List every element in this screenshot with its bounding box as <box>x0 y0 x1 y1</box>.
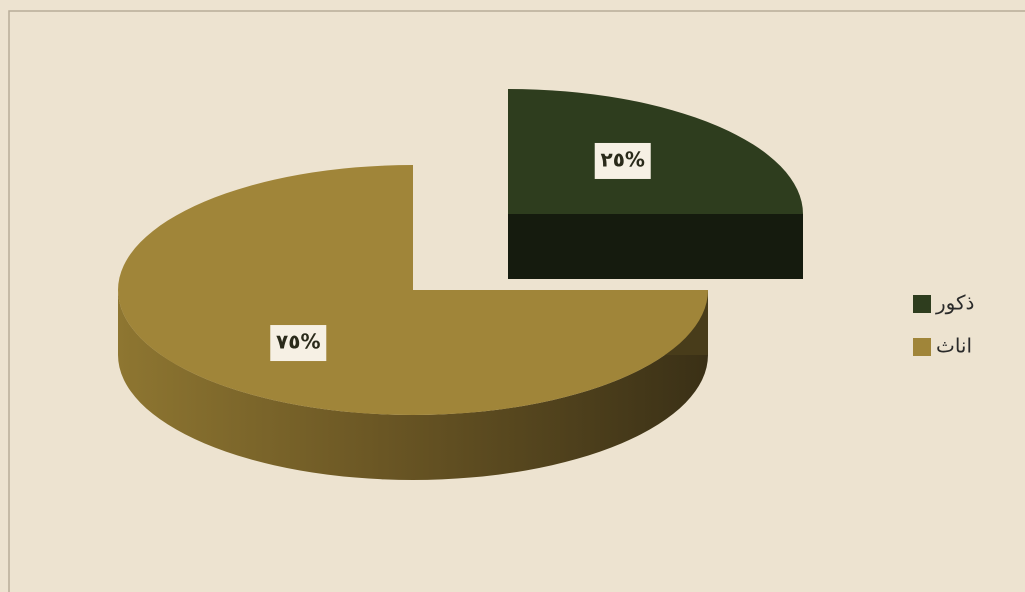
slice-cut <box>508 214 803 279</box>
slice-side <box>118 290 708 480</box>
chart-border <box>8 10 1025 592</box>
data-label: ٧٥% <box>276 330 320 354</box>
legend-label: ذكور <box>935 291 974 315</box>
data-label: ٢٥% <box>600 147 644 171</box>
label-box <box>270 325 327 362</box>
slice <box>118 165 708 415</box>
legend-swatch <box>913 295 931 313</box>
label-box <box>594 142 651 179</box>
legend-swatch <box>913 338 931 356</box>
legend-label: اناث <box>936 334 972 358</box>
slice <box>508 89 803 214</box>
